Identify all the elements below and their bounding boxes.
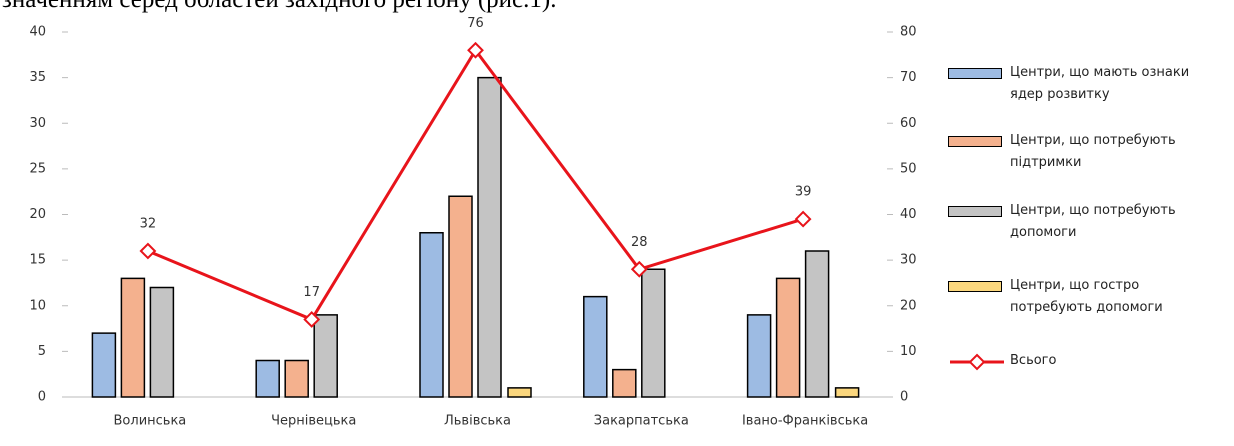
bar (641, 268, 666, 398)
legend-swatch (948, 136, 1002, 147)
bar (834, 387, 860, 398)
bar (507, 387, 532, 398)
legend-swatch (948, 68, 1002, 79)
chart: 0 5 10 15 20 25 30 35 40 0 10 20 30 40 50 60 70 80 Волинсь… (29, 16, 917, 429)
legend-item: Центри, що гостро потребують допомоги (948, 275, 1234, 315)
legend-label: Центри, що потребують підтримки (1010, 133, 1176, 170)
y-tick-label: 5 (38, 344, 46, 359)
bar (804, 250, 830, 398)
bar (612, 368, 637, 398)
data-label: 28 (631, 235, 648, 250)
legend-item: Центри, що потребують допомоги (948, 200, 1234, 240)
x-tick-label: Івано-Франківська (742, 414, 868, 429)
y-tick-label: 25 (29, 161, 46, 176)
bar (284, 359, 309, 398)
bar (91, 332, 117, 398)
y2-tick-label: 40 (900, 207, 917, 222)
bar (448, 195, 473, 398)
total-marker (794, 210, 812, 228)
bar (120, 277, 146, 398)
bar (746, 314, 772, 398)
bar (583, 295, 608, 398)
total-line (147, 47, 804, 322)
legend-label: Всього (1010, 353, 1057, 368)
y-tick-label: 0 (38, 390, 46, 405)
data-label: 39 (795, 185, 812, 200)
bar (477, 76, 502, 398)
bar (255, 359, 280, 398)
legend-marker (968, 353, 986, 371)
y-tick-label: 10 (29, 298, 46, 313)
y2-tick-label: 0 (900, 390, 908, 405)
y2-tick-label: 10 (900, 344, 917, 359)
y2-tick-label: 20 (900, 298, 917, 313)
total-marker (467, 41, 484, 59)
legend-item: Всього (948, 350, 1234, 390)
y-tick-label: 30 (29, 116, 46, 131)
y2-tick-label: 70 (900, 70, 917, 85)
legend-label: Центри, що мають ознаки ядер розвитку (1010, 65, 1190, 102)
y2-tick-label: 60 (900, 116, 917, 131)
legend-item: Центри, що мають ознаки ядер розвитку (948, 62, 1234, 102)
y-tick-label: 15 (29, 253, 46, 268)
y2-tick-label: 30 (900, 253, 917, 268)
legend-swatch (950, 353, 1004, 371)
y-tick-label: 40 (29, 25, 46, 40)
bar (149, 286, 175, 398)
data-label: 32 (140, 217, 157, 232)
total-marker (630, 260, 648, 278)
bar (775, 277, 801, 398)
legend-swatch (948, 281, 1002, 292)
x-tick-label: Закарпатська (594, 414, 689, 429)
legend-label: Центри, що потребують допомоги (1010, 203, 1176, 240)
y-tick-label: 35 (29, 70, 46, 85)
legend-label: Центри, що гостро потребують допомоги (1010, 278, 1163, 315)
total-marker (303, 311, 321, 328)
caption-text: значенням серед областей західного регіо… (2, 0, 556, 14)
total-marker (139, 242, 157, 260)
bar (419, 232, 444, 398)
legend-swatch (948, 206, 1002, 217)
y2-tick-label: 80 (900, 25, 917, 40)
x-tick-label: Львівська (444, 414, 511, 429)
y2-tick-label: 50 (900, 161, 917, 176)
legend-item: Центри, що потребують підтримки (948, 130, 1234, 170)
y-tick-label: 20 (29, 207, 46, 222)
bar (313, 314, 338, 398)
data-label: 76 (467, 16, 484, 31)
x-tick-label: Чернівецька (271, 414, 356, 429)
data-label: 17 (303, 285, 320, 300)
x-tick-label: Волинська (114, 414, 187, 429)
